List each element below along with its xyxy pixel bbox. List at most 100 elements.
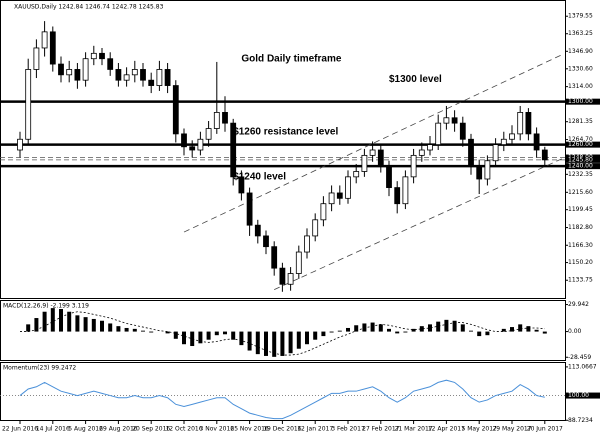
macd-bar <box>403 331 408 333</box>
candle-body <box>115 69 122 81</box>
candle-body <box>509 133 515 140</box>
candle-body <box>476 165 483 180</box>
y-tick-label: 1281.35 <box>568 118 593 125</box>
candle-body <box>295 251 302 274</box>
macd-bar <box>395 331 400 334</box>
candle-body <box>25 69 32 140</box>
signal-line <box>20 311 545 356</box>
candle-body <box>254 224 261 237</box>
candle-body <box>148 79 155 86</box>
level-label-box <box>566 141 600 148</box>
momentum-line <box>19 379 545 420</box>
x-tick-label: 22 Jun 2016 <box>2 426 38 433</box>
annotation: Gold Daily timeframe <box>241 53 341 64</box>
macd-bar <box>419 326 424 332</box>
level-label: 1245.80 <box>568 156 593 163</box>
x-tick-label: 21 Mar 2017 <box>395 426 433 433</box>
y-tick-label: 1215.60 <box>568 189 593 196</box>
macd-bar <box>526 326 531 332</box>
macd-bar <box>346 327 350 332</box>
x-tick-label: 27 Feb 2017 <box>362 426 400 433</box>
macd-bar <box>305 331 309 345</box>
macd-bar <box>387 328 391 332</box>
plot-area <box>0 21 565 292</box>
x-tick-label: 12 Oct 2016 <box>165 426 202 433</box>
x-tick-label: 14 Jul 2016 <box>36 426 70 433</box>
candle-body <box>131 69 138 76</box>
x-tick-label: 3 Feb 2017 <box>331 426 365 433</box>
candle-body <box>500 138 507 146</box>
macd-bar <box>165 331 170 334</box>
candle-body <box>17 138 23 151</box>
y-tick-label: 1232.35 <box>568 171 593 178</box>
macd-bar <box>42 311 47 332</box>
y-tick-label: 29.942 <box>568 301 589 308</box>
candle-body <box>189 146 196 151</box>
macd-bar <box>198 331 203 344</box>
macd-bar <box>50 308 55 332</box>
macd-bar <box>518 324 523 332</box>
y-tick-label: 1264.70 <box>568 136 593 143</box>
macd-bar <box>190 331 195 347</box>
macd-bar <box>83 317 88 332</box>
candle-body <box>205 128 212 140</box>
candle-body <box>492 144 499 162</box>
annotation: $1300 level <box>389 74 442 85</box>
candle-body <box>246 192 253 226</box>
candle-body <box>304 235 310 253</box>
y-tick-label: 1346.90 <box>568 48 593 55</box>
x-tick-label: 25 Nov 2016 <box>230 426 269 433</box>
macd-bar <box>378 324 383 332</box>
candle-body <box>435 122 442 146</box>
momentum-label: Momentum(23) 99.2472 <box>3 365 76 372</box>
candle-body <box>443 117 450 124</box>
y-tick-label: 1150.20 <box>568 259 593 266</box>
candle-body <box>238 176 245 194</box>
y-tick-label: 1199.45 <box>568 206 593 213</box>
candle-body <box>386 165 392 188</box>
macd-bar <box>411 328 416 332</box>
macd-bar <box>75 315 80 332</box>
level-label-box <box>566 98 600 105</box>
candle-body <box>287 273 294 285</box>
macd-bar <box>485 331 490 336</box>
candle-body <box>320 203 327 221</box>
macd-bar <box>149 331 154 333</box>
macd-bar <box>501 328 506 332</box>
x-tick-label: 5 May 2017 <box>462 426 497 433</box>
macd-bar <box>100 320 104 332</box>
candle-body <box>107 58 114 70</box>
candle-body <box>459 122 466 140</box>
macd-bar <box>67 311 72 332</box>
candle-body <box>140 69 146 81</box>
macd-bar <box>173 331 178 339</box>
macd-bar <box>264 331 268 356</box>
x-tick-label: 5 Aug 2016 <box>68 426 103 433</box>
level-label: 1260.00 <box>568 141 593 148</box>
candle-body <box>377 149 384 167</box>
macd-bar <box>460 324 465 332</box>
x-tick-label: 20 Jun 2017 <box>527 426 563 433</box>
macd-bar <box>296 331 301 349</box>
candle-body <box>197 138 204 151</box>
macd-bar <box>141 330 145 332</box>
y-tick-label: 88.7234 <box>568 417 593 424</box>
level-label-box <box>566 163 600 170</box>
candle-body <box>336 192 343 199</box>
macd-bar <box>436 321 441 332</box>
candle-body <box>33 47 40 70</box>
macd-bar <box>354 325 359 332</box>
candle-body <box>369 149 376 156</box>
macd-bar <box>59 309 63 332</box>
macd-bar <box>206 331 211 340</box>
candle-body <box>74 69 81 81</box>
macd-bar <box>452 320 457 332</box>
macd-bar <box>231 331 236 340</box>
x-tick-label: 12 Jan 2017 <box>297 426 333 433</box>
macd-bar <box>534 329 539 332</box>
candle-body <box>230 122 237 178</box>
y-tick-label: 113.0667 <box>568 363 597 370</box>
level-label-box <box>566 156 600 163</box>
candle-body <box>156 69 163 86</box>
candle-body <box>213 112 220 129</box>
